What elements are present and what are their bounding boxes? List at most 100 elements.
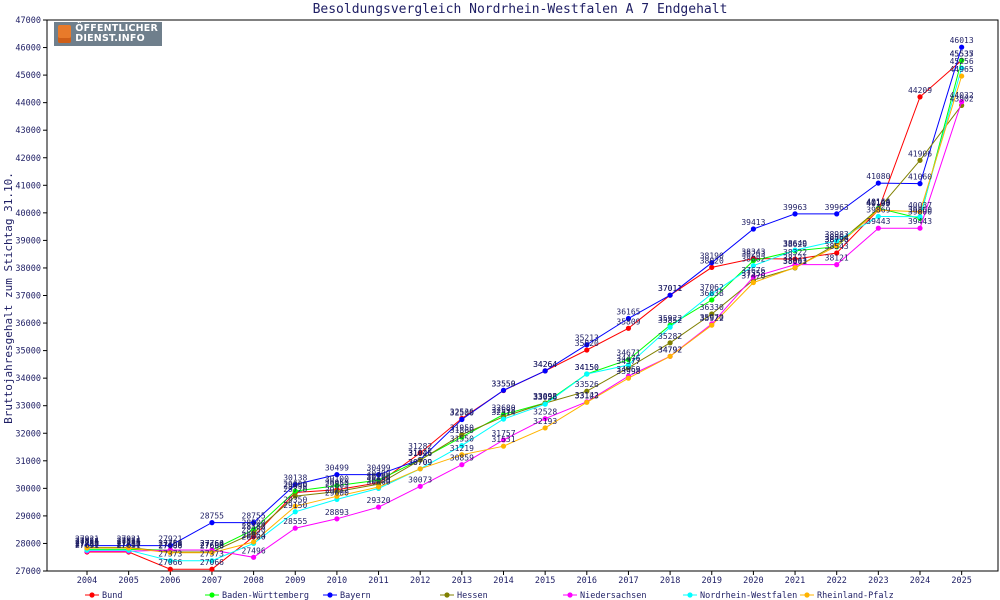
data-label: 38343 [741,248,765,257]
data-point [251,520,257,526]
data-label: 37062 [700,283,724,292]
data-point [209,550,215,556]
data-point [917,209,923,215]
x-tick-label: 2004 [77,576,97,586]
data-label: 27835 [75,537,99,546]
data-point [375,504,382,510]
y-tick-label: 32000 [15,429,41,439]
legend-marker [804,592,810,598]
y-tick-label: 45000 [15,71,41,81]
series-line [87,47,963,547]
y-tick-label: 31000 [15,457,41,467]
data-label: 27854 [75,536,99,545]
data-label: 35970 [700,313,724,322]
data-label: 31531 [491,435,515,444]
legend-item: Baden-Württemberg [205,591,309,600]
data-point [417,466,423,472]
data-label: 39963 [825,203,849,212]
data-point [459,432,465,438]
data-label: 29712 [325,485,349,494]
legend-marker [209,592,215,598]
data-label: 44032 [950,91,974,100]
x-tick-label: 2019 [702,576,722,586]
series-rheinland-pfalz [84,73,965,556]
y-tick-label: 35000 [15,347,41,357]
data-label: 33093 [533,392,557,401]
data-label: 29720 [283,485,307,494]
data-point [500,416,507,422]
legend-marker [567,592,573,598]
x-tick-label: 2024 [910,576,930,586]
data-point [667,324,673,330]
x-tick-label: 2022 [826,576,846,586]
data-label: 27373 [158,550,182,559]
data-label: 31950 [450,424,474,433]
data-label: 40037 [908,201,932,210]
data-label: 29950 [325,479,349,488]
data-label: 35922 [658,314,682,323]
data-label: 28054 [242,531,266,540]
data-point [917,214,923,220]
data-label: 29883 [325,481,349,490]
data-label: 33123 [575,391,599,400]
legend-label: Nordrhein-Westfalen [700,591,797,600]
data-point [667,340,673,346]
data-label: 27066 [200,558,224,567]
data-point [459,452,465,458]
data-label: 32536 [450,407,474,416]
legend-label: Rheinland-Pfalz [817,591,894,600]
data-point [459,443,465,449]
data-point [792,264,798,271]
data-label: 27921 [158,535,182,544]
data-label: 38543 [825,242,849,251]
legend-label: Baden-Württemberg [222,591,309,600]
chart-title: Besoldungsvergleich Nordrhein-Westfalen … [313,2,728,17]
data-label: 30100 [325,475,349,484]
legend-marker [327,592,333,598]
data-label: 35852 [658,316,682,325]
data-point [209,558,215,564]
legend-marker [687,592,693,598]
x-tick-label: 2006 [160,576,180,586]
data-label: 34150 [575,363,599,372]
data-label: 27719 [75,540,99,549]
data-label: 34069 [616,365,640,374]
logo-line-2: DIENST.INFO [75,33,145,44]
data-label: 33559 [491,379,515,388]
legend-item: Niedersachsen [563,591,647,600]
data-point [709,260,715,266]
data-label: 43902 [950,94,974,103]
data-point [584,342,590,348]
data-label: 38013 [783,257,807,266]
legend: Bund Baden-Württemberg Bayern Hessen Nieders… [85,591,894,600]
data-label: 30859 [450,454,474,463]
data-point [126,545,132,551]
data-point [292,503,298,509]
data-label: 34476 [616,354,640,363]
data-label: 28250 [242,526,266,535]
data-point [209,520,215,526]
data-label: 37470 [741,272,765,281]
data-label: 38770 [825,236,849,245]
data-label: 31860 [450,426,474,435]
y-axis-label: Bruttojahresgehalt zum Stichtag 31.10. [2,172,15,424]
data-label: 30050 [367,476,391,485]
data-point [709,264,715,270]
data-point [584,388,590,394]
data-point [834,238,840,244]
data-point [625,325,632,331]
data-label: 27764 [158,539,182,548]
legend-item: Rheinland-Pfalz [800,591,894,600]
data-label: 31045 [408,449,432,458]
y-tick-label: 41000 [15,181,41,191]
data-label: 39800 [908,207,932,216]
data-label: 34264 [533,360,557,369]
series-line [87,75,963,554]
data-label: 38121 [825,254,849,263]
data-label: 46013 [950,36,974,45]
data-point [917,94,923,100]
y-tick-label: 27000 [15,567,41,577]
data-point [709,311,715,317]
data-point [917,157,923,163]
data-point [750,258,757,264]
